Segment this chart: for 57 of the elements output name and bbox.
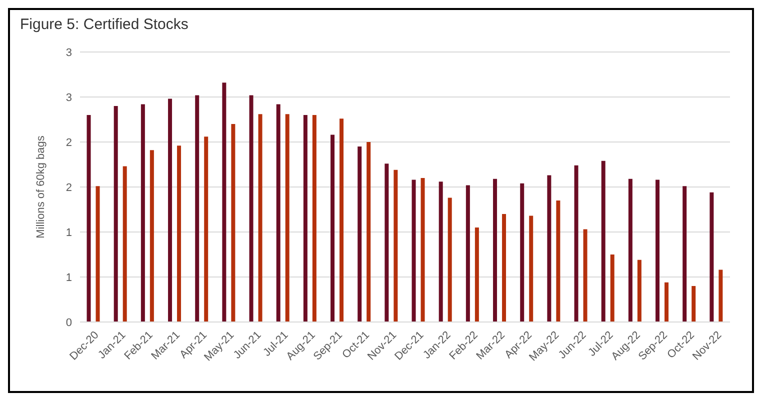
bar bbox=[502, 214, 506, 322]
bar bbox=[330, 134, 335, 322]
y-tick-label: 1 bbox=[66, 226, 72, 239]
bar bbox=[610, 254, 614, 322]
bar bbox=[303, 115, 308, 322]
bar bbox=[195, 95, 200, 322]
bar bbox=[114, 106, 118, 322]
y-tick-label: 3 bbox=[66, 92, 72, 104]
bar bbox=[438, 182, 443, 322]
bar bbox=[556, 200, 560, 322]
bar bbox=[358, 146, 362, 322]
bar bbox=[710, 192, 714, 322]
bar bbox=[122, 166, 127, 322]
bar bbox=[231, 124, 236, 322]
bar bbox=[637, 260, 642, 322]
bar bbox=[656, 180, 660, 322]
bar bbox=[394, 170, 398, 322]
y-tick-label: 0 bbox=[66, 316, 72, 329]
y-tick-label: 2 bbox=[66, 136, 72, 149]
bar bbox=[520, 183, 524, 322]
chart-title: Figure 5: Certified Stocks bbox=[19, 15, 190, 35]
bar bbox=[664, 282, 669, 322]
bar bbox=[384, 164, 389, 322]
y-tick-label: 2 bbox=[66, 182, 72, 194]
bar bbox=[168, 98, 172, 322]
bar bbox=[682, 186, 687, 322]
bar bbox=[276, 104, 280, 322]
bar bbox=[448, 198, 452, 322]
bar bbox=[340, 118, 344, 322]
bar bbox=[222, 82, 226, 322]
bar bbox=[249, 95, 254, 322]
bar bbox=[474, 228, 479, 322]
bar bbox=[466, 185, 470, 322]
bar bbox=[547, 175, 552, 322]
bar bbox=[366, 142, 371, 322]
bar bbox=[574, 165, 578, 322]
bar bbox=[150, 150, 154, 322]
bar bbox=[177, 146, 182, 322]
bar bbox=[96, 186, 100, 322]
bar bbox=[258, 114, 262, 322]
y-tick-label: 1 bbox=[66, 272, 72, 284]
bar bbox=[529, 216, 534, 322]
bar bbox=[583, 229, 588, 322]
bar bbox=[86, 115, 91, 322]
bar bbox=[718, 270, 723, 322]
y-tick-label: 3 bbox=[66, 46, 72, 59]
bar bbox=[312, 115, 316, 322]
bar bbox=[493, 178, 498, 322]
bar bbox=[628, 178, 632, 322]
bar bbox=[285, 114, 290, 322]
bar bbox=[412, 180, 416, 322]
bar bbox=[420, 178, 425, 322]
bar bbox=[692, 286, 696, 322]
y-axis-title: Millions of 60kg bags bbox=[34, 135, 47, 238]
bar bbox=[140, 104, 145, 322]
bar bbox=[204, 136, 208, 322]
bar bbox=[601, 160, 606, 322]
